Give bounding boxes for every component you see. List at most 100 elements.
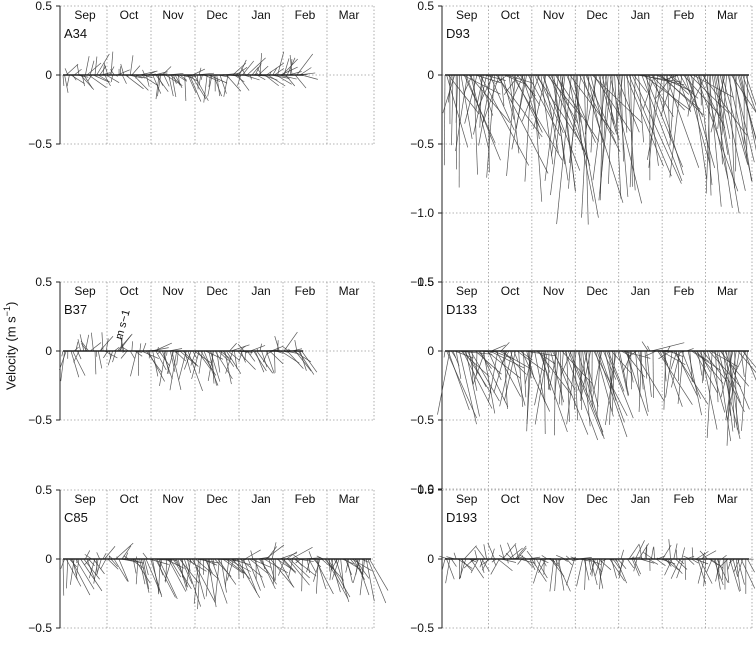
velocity-stick: [104, 546, 115, 559]
velocity-stick: [295, 75, 306, 88]
velocity-sticks: [59, 332, 316, 391]
month-label: Jan: [631, 284, 650, 298]
velocity-stick: [592, 351, 602, 402]
y-tick-label: −1.0: [410, 206, 434, 220]
month-label: Nov: [162, 8, 183, 22]
velocity-stick: [101, 559, 107, 569]
velocity-stick: [98, 351, 102, 368]
velocity-stick: [444, 351, 445, 357]
velocity-stick: [114, 559, 128, 581]
velocity-stick: [581, 351, 582, 410]
velocity-stick: [97, 552, 100, 559]
velocity-stick: [472, 351, 473, 384]
velocity-stick: [153, 351, 158, 376]
month-label: Feb: [674, 284, 695, 298]
velocity-stick: [95, 57, 97, 75]
velocity-stick: [300, 351, 306, 371]
velocity-stick: [527, 551, 533, 559]
velocity-stick: [199, 75, 201, 85]
velocity-stick: [671, 559, 680, 579]
velocity-stick: [519, 351, 523, 407]
velocity-stick: [463, 351, 492, 408]
velocity-stick: [747, 75, 748, 158]
velocity-stick: [550, 75, 565, 195]
velocity-stick: [167, 351, 168, 356]
velocity-stick: [74, 351, 79, 362]
velocity-stick: [63, 75, 64, 86]
velocity-stick: [302, 75, 318, 79]
velocity-stick: [489, 351, 498, 402]
velocity-stick: [682, 547, 685, 559]
velocity-stick: [525, 75, 531, 182]
month-label: Sep: [456, 8, 478, 22]
y-tick-label: −0.5: [28, 621, 52, 635]
month-label: Oct: [501, 492, 520, 506]
velocity-stick: [81, 559, 102, 591]
month-label: Sep: [74, 284, 96, 298]
month-label: Mar: [339, 8, 360, 22]
y-tick-label: 0.5: [35, 275, 52, 289]
y-tick-label: 0: [427, 68, 434, 82]
velocity-stick: [523, 351, 525, 397]
velocity-stick: [557, 75, 572, 224]
velocity-stick: [535, 559, 536, 566]
y-axis-title-sup: −1: [2, 306, 12, 316]
velocity-stick: [198, 351, 211, 368]
y-tick-label: −0.5: [28, 137, 52, 151]
velocity-sticks: [439, 539, 754, 594]
y-tick-label: 0: [45, 344, 52, 358]
velocity-stick: [691, 75, 706, 179]
velocity-stick: [263, 351, 268, 362]
velocity-stick: [728, 559, 731, 569]
velocity-stick: [483, 351, 494, 413]
velocity-stick: [533, 75, 542, 202]
month-label: Feb: [295, 284, 316, 298]
velocity-stick: [567, 75, 596, 143]
month-label: Feb: [674, 492, 695, 506]
velocity-stick: [550, 559, 554, 591]
velocity-stick: [132, 341, 133, 351]
velocity-stick: [266, 63, 283, 75]
velocity-stick: [719, 559, 720, 579]
velocity-stick: [267, 546, 276, 559]
velocity-sticks: [61, 542, 388, 609]
month-label: Jan: [251, 284, 270, 298]
y-tick-label: −0.5: [410, 621, 434, 635]
y-tick-label: 0: [427, 344, 434, 358]
month-label: Nov: [162, 492, 183, 506]
velocity-stick: [116, 543, 134, 559]
velocity-stick: [108, 559, 119, 569]
y-tick-label: 0.5: [35, 0, 52, 13]
velocity-stick: [444, 75, 445, 165]
velocity-stick: [76, 342, 78, 351]
velocity-stick: [506, 553, 512, 559]
month-label: Dec: [586, 284, 607, 298]
velocity-stick: [454, 553, 456, 559]
velocity-stick: [143, 553, 148, 559]
velocity-stick: [534, 75, 546, 129]
velocity-stick: [577, 559, 583, 586]
velocity-stick: [130, 351, 136, 376]
y-tick-label: 0.5: [417, 0, 434, 13]
velocity-stick: [559, 351, 563, 404]
velocity-stick: [170, 559, 181, 577]
velocity-sticks: [437, 342, 756, 446]
velocity-stick: [154, 343, 172, 351]
month-label: Dec: [206, 8, 227, 22]
velocity-stick: [736, 75, 737, 171]
velocity-stick: [274, 351, 275, 373]
velocity-stick: [286, 552, 297, 559]
velocity-stick: [140, 343, 141, 351]
velocity-stick: [218, 559, 236, 585]
month-label: Sep: [74, 8, 96, 22]
month-label: Jan: [631, 8, 650, 22]
y-tick-label: 0.5: [417, 483, 434, 497]
month-label: Nov: [162, 284, 183, 298]
month-label: Oct: [120, 8, 139, 22]
velocity-stick: [722, 559, 723, 580]
month-label: Jan: [251, 492, 270, 506]
velocity-stick: [298, 351, 313, 375]
